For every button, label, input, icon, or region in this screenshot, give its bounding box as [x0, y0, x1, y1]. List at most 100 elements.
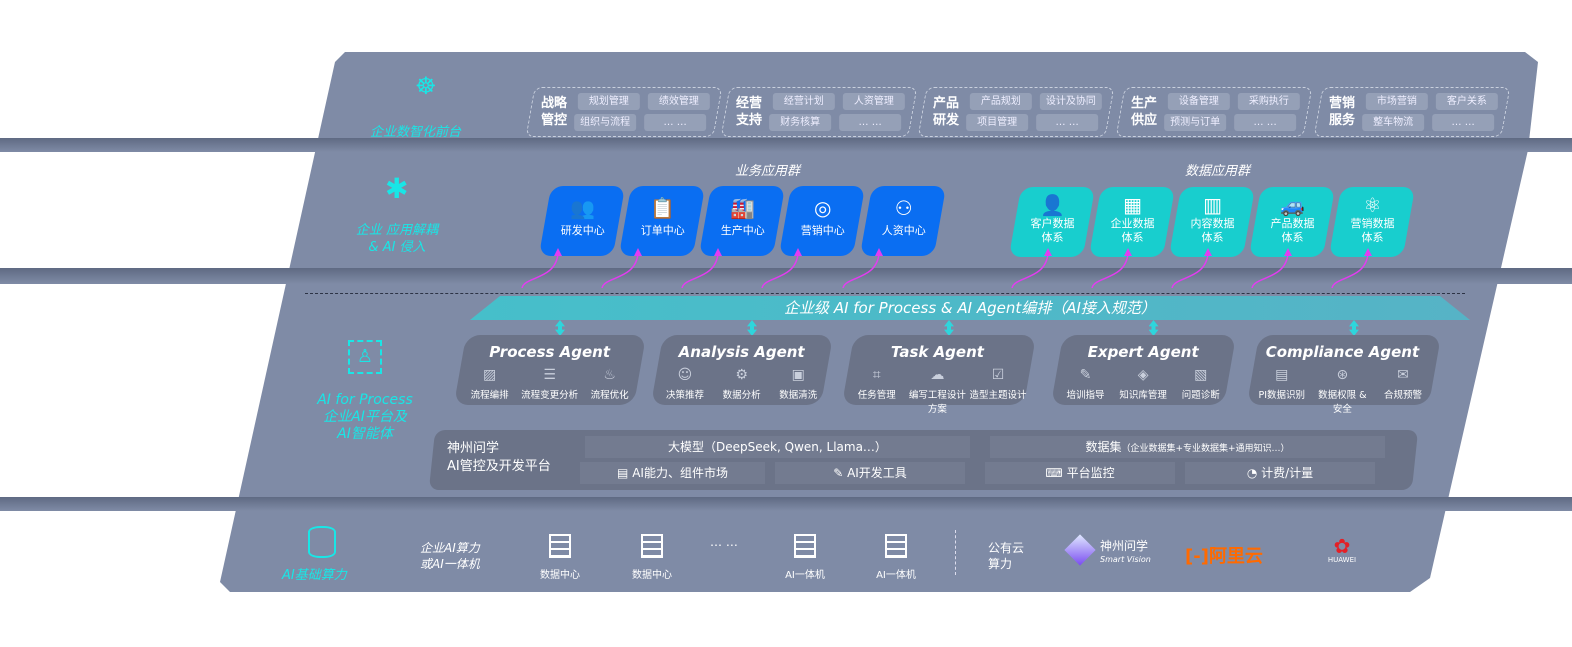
business-app-card[interactable]: 👥 研发中心: [538, 186, 626, 256]
group-item[interactable]: 整车物流: [1362, 114, 1425, 131]
capability-icon: ⚙: [735, 367, 748, 383]
group-item[interactable]: 组织与流程: [574, 114, 637, 131]
app-icon: 🚙: [1280, 193, 1305, 217]
agent-card[interactable]: Task Agent ⌗ 任务管理 ☁ 编写工程设计方案 ☑ 造型主题设计: [841, 335, 1037, 415]
data-app-card[interactable]: 🚙 产品数据 体系: [1248, 187, 1336, 257]
capability-icon: ☺: [677, 367, 693, 383]
market-box[interactable]: ▤ AI能力、组件市场: [580, 462, 765, 484]
agent-capability[interactable]: ▧ 问题诊断: [1172, 367, 1229, 401]
business-app-card[interactable]: 🏭 生产中心: [698, 186, 786, 256]
business-app-card[interactable]: 📋 订单中心: [618, 186, 706, 256]
capability-icon: ☑: [991, 367, 1005, 383]
group-item[interactable]: 财务核算: [769, 114, 832, 131]
group-title: 营销 服务: [1329, 95, 1355, 129]
agent-items: ⌗ 任务管理 ☁ 编写工程设计方案 ☑ 造型主题设计: [846, 367, 1028, 415]
agent-capability[interactable]: ⚙ 数据分析: [714, 367, 770, 401]
group-item[interactable]: 绩效管理: [647, 93, 710, 110]
layer-divider: [0, 497, 1572, 511]
group-item[interactable]: 人资管理: [842, 93, 905, 110]
agent-capability[interactable]: ☰ 流程变更分析: [520, 367, 579, 401]
label-line: 公有云: [988, 541, 1025, 555]
dev-tools-icon: ✎: [833, 466, 848, 480]
layer-label-line: & AI 侵入: [368, 240, 426, 255]
agent-capability[interactable]: ▤ PI数据识别: [1252, 367, 1312, 415]
agent-capability[interactable]: ☑ 造型主题设计: [968, 367, 1028, 415]
agent-capability[interactable]: ✎ 培训指导: [1057, 367, 1114, 401]
billing-box[interactable]: ◔ 计费/计量: [1185, 462, 1375, 484]
capability-label: 决策推荐: [665, 390, 704, 401]
dev-tools-box[interactable]: ✎ AI开发工具: [775, 462, 965, 484]
capability-icon: ✉: [1397, 367, 1409, 383]
group-item[interactable]: 经营计划: [772, 93, 835, 110]
group-item[interactable]: 采购执行: [1237, 93, 1300, 110]
group-item[interactable]: … …: [1234, 114, 1297, 131]
layer-label-line: 企业AI平台及: [323, 409, 407, 425]
agent-card[interactable]: Compliance Agent ▤ PI数据识别 ⊛ 数据权限 & 安全 ✉ 合规预警: [1246, 335, 1442, 415]
app-label: 订单中心: [640, 224, 685, 237]
node-ai-box-2: AI一体机: [866, 534, 926, 581]
card-inner: ⚛ 营销数据 体系: [1336, 193, 1410, 245]
group-item[interactable]: 设计及协同: [1039, 93, 1102, 110]
capability-icon: ▧: [1194, 367, 1208, 383]
business-app-card[interactable]: ⚇ 人资中心: [859, 186, 947, 256]
agent-capability[interactable]: ☁ 编写工程设计方案: [907, 367, 967, 415]
group-title-line: 生产: [1131, 96, 1158, 111]
group-item[interactable]: … …: [1036, 114, 1099, 131]
capability-icon: ▨: [483, 367, 497, 383]
agent-capability[interactable]: ✉ 合规预警: [1373, 367, 1433, 415]
layer-label-ai: AI for Process 企业AI平台及 AI智能体: [300, 392, 430, 443]
group-title-line: 战略: [541, 96, 568, 111]
bidirectional-arrow-icon: [747, 320, 757, 336]
group-title-line: 营销: [1329, 96, 1356, 111]
data-app-card[interactable]: ⚛ 营销数据 体系: [1328, 187, 1416, 257]
data-app-card[interactable]: 👤 客户数据 体系: [1008, 187, 1096, 257]
orchestration-banner: 企业级 AI for Process & AI Agent编排（AI接入规范）: [470, 296, 1470, 320]
capability-label: 数据分析: [722, 390, 761, 401]
huawei-logo-icon: ✿: [1333, 534, 1351, 558]
group-item[interactable]: … …: [839, 114, 902, 131]
layer-label-line: AI智能体: [337, 426, 393, 442]
dataset-box: 数据集（企业数据集+专业数据集+通用知识…）: [990, 436, 1385, 458]
agent-capability[interactable]: ◈ 知识库管理: [1115, 367, 1172, 401]
group-item[interactable]: 规划管理: [577, 93, 640, 110]
group-item[interactable]: 市场营销: [1365, 93, 1428, 110]
capability-label: 问题诊断: [1181, 390, 1220, 401]
dataset-note: （企业数据集+专业数据集+通用知识…）: [1121, 444, 1290, 454]
business-app-card[interactable]: ◎ 营销中心: [778, 186, 866, 256]
group-item[interactable]: 产品规划: [969, 93, 1032, 110]
group-item[interactable]: 项目管理: [966, 114, 1029, 131]
agent-capability[interactable]: ⊛ 数据权限 & 安全: [1312, 367, 1372, 415]
agent-capability[interactable]: ♨ 流程优化: [580, 367, 639, 401]
agent-capability[interactable]: ▣ 数据清洗: [770, 367, 826, 401]
group-item[interactable]: … …: [1432, 114, 1495, 131]
card-inner: Expert Agent ✎ 培训指导 ◈ 知识库管理 ▧ 问题诊断: [1057, 343, 1230, 401]
agent-card[interactable]: Expert Agent ✎ 培训指导 ◈ 知识库管理 ▧ 问题诊断: [1050, 335, 1237, 405]
capability-label: 数据清洗: [779, 390, 818, 401]
group-item[interactable]: 预测与订单: [1164, 114, 1227, 131]
agent-card[interactable]: Analysis Agent ☺ 决策推荐 ⚙ 数据分析 ▣ 数据清洗: [650, 335, 834, 405]
card-inner: 📋 订单中心: [626, 196, 700, 238]
capability-label: PI数据识别: [1258, 390, 1305, 401]
agent-card[interactable]: Process Agent ▨ 流程编排 ☰ 流程变更分析 ♨ 流程优化: [453, 335, 647, 405]
layer-label-line: 企业 应用解耦: [355, 223, 439, 238]
agent-capability[interactable]: ▨ 流程编排: [460, 367, 519, 401]
data-app-card[interactable]: ▦ 企业数据 体系: [1088, 187, 1176, 257]
card-inner: ⚇ 人资中心: [867, 196, 941, 238]
agent-name: Compliance Agent: [1265, 343, 1420, 361]
app-icon: ⚇: [894, 196, 913, 220]
group-item[interactable]: 客户关系: [1435, 93, 1498, 110]
agent-capability[interactable]: ⌗ 任务管理: [847, 367, 907, 415]
agent-capability[interactable]: ☺ 决策推荐: [657, 367, 713, 401]
data-app-card[interactable]: ▥ 内容数据 体系: [1168, 187, 1256, 257]
capability-icon: ☁: [930, 367, 945, 383]
connector-arrow: [681, 248, 722, 288]
agent-items: ✎ 培训指导 ◈ 知识库管理 ▧ 问题诊断: [1057, 367, 1230, 401]
agent-name: Analysis Agent: [678, 343, 805, 361]
group-title-line: 产品: [933, 96, 960, 111]
monitor-box[interactable]: ⌨ 平台监控: [985, 462, 1175, 484]
group-item[interactable]: … …: [644, 114, 707, 131]
app-label: 营销中心: [800, 224, 845, 237]
capability-label: 编写工程设计方案: [908, 390, 966, 415]
connector-arrow: [1331, 248, 1372, 288]
group-item[interactable]: 设备管理: [1167, 93, 1230, 110]
